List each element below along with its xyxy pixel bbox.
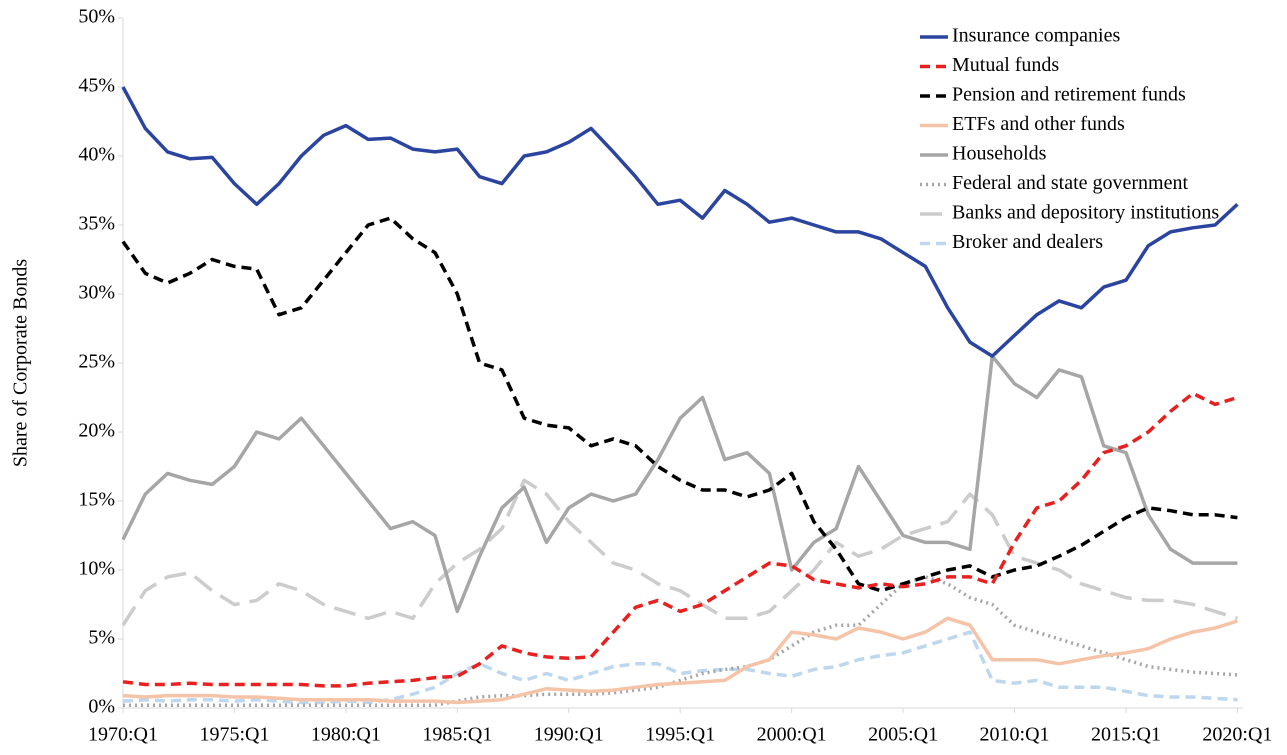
series-line: [122, 616, 1238, 705]
x-tick-label: 1990:Q1: [534, 724, 604, 746]
x-tick-label: 2000:Q1: [757, 724, 827, 746]
series-line: [122, 391, 1238, 688]
x-tick-label: 2010:Q1: [980, 724, 1050, 746]
x-tick-label: 1970:Q1: [88, 724, 158, 746]
y-tick-label: 15%: [78, 489, 115, 511]
legend-label: Mutual funds: [952, 54, 1059, 76]
y-axis-label: Share of Corporate Bonds: [10, 259, 32, 468]
series-line: [121, 216, 1238, 593]
y-tick-label: 30%: [78, 282, 115, 304]
x-tick-label: 1995:Q1: [645, 724, 715, 746]
series-line: [121, 86, 1239, 358]
legend-label: ETFs and other funds: [952, 113, 1125, 135]
y-tick-label: 50%: [78, 6, 115, 28]
y-tick-label: 45%: [78, 75, 115, 97]
y-tick-label: 25%: [78, 351, 115, 373]
legend-label: Households: [952, 143, 1047, 165]
y-tick-label: 10%: [78, 558, 115, 580]
y-tick-label: 20%: [78, 420, 115, 442]
x-tick-label: 2020:Q1: [1202, 724, 1272, 746]
series-line: [121, 354, 1238, 614]
y-tick-label: 35%: [78, 213, 115, 235]
x-tick-label: 1975:Q1: [199, 724, 269, 746]
legend-label: Insurance companies: [952, 25, 1120, 47]
y-tick-label: 40%: [78, 144, 115, 166]
legend-label: Pension and retirement funds: [952, 84, 1186, 106]
legend-label: Banks and depository institutions: [952, 202, 1219, 224]
x-tick-label: 1985:Q1: [422, 724, 492, 746]
y-tick-label: 0%: [88, 696, 115, 718]
y-tick-label: 5%: [88, 627, 115, 649]
series-line: [123, 575, 1238, 707]
series-line: [121, 478, 1238, 627]
legend-label: Federal and state government: [952, 172, 1188, 194]
x-tick-label: 2015:Q1: [1091, 724, 1161, 746]
x-tick-label: 2005:Q1: [868, 724, 938, 746]
series-line: [122, 630, 1238, 705]
x-tick-label: 1980:Q1: [311, 724, 381, 746]
legend-label: Broker and dealers: [952, 231, 1103, 253]
